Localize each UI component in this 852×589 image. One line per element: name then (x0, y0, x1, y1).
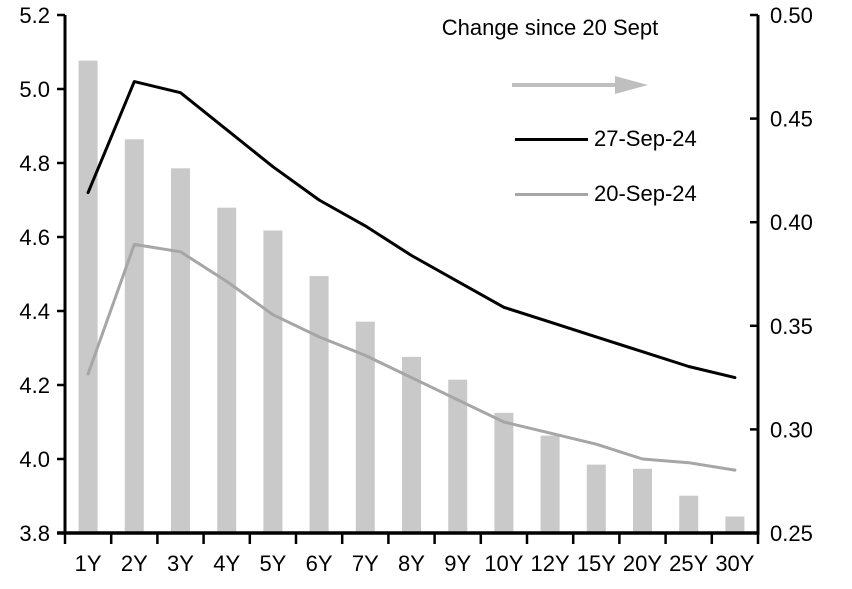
x-axis-label-5Y: 5Y (259, 551, 286, 576)
right-axis-label: 0.45 (770, 107, 813, 132)
bar-15Y (586, 464, 606, 533)
x-axis-label-25Y: 25Y (669, 551, 708, 576)
bar-2Y (124, 139, 144, 533)
series-line-27-Sep-24 (86, 80, 737, 380)
left-axis-label: 4.2 (19, 373, 50, 398)
bar-5Y (263, 230, 283, 533)
series-line-20-Sep-24 (86, 242, 737, 472)
left-axis-label: 3.8 (19, 521, 50, 546)
bar-7Y (355, 321, 375, 533)
right-axis-label: 0.30 (770, 417, 813, 442)
x-axis-label-9Y: 9Y (444, 551, 471, 576)
legend-label-27sep: 27-Sep-24 (594, 126, 697, 151)
x-axis-label-8Y: 8Y (398, 551, 425, 576)
bar-6Y (309, 276, 329, 533)
x-axis-label-4Y: 4Y (213, 551, 240, 576)
bar-25Y (679, 495, 699, 533)
x-axis-label-1Y: 1Y (75, 551, 102, 576)
x-axis-label-30Y: 30Y (715, 551, 754, 576)
left-axis-label: 4.0 (19, 447, 50, 472)
x-axis-label-10Y: 10Y (484, 551, 523, 576)
change-arrow-icon (512, 76, 648, 94)
bar-20Y (633, 468, 652, 533)
left-axis-label: 4.4 (19, 299, 50, 324)
x-axis-label-20Y: 20Y (623, 551, 662, 576)
right-axis-label: 0.35 (770, 314, 813, 339)
x-axis-label-3Y: 3Y (167, 551, 194, 576)
left-axis-label: 5.2 (19, 3, 50, 28)
right-axis-label: 0.40 (770, 210, 813, 235)
legend-entry-27sep: 27-Sep-24 (515, 126, 697, 151)
bar-3Y (171, 168, 190, 533)
legend-entry-20sep: 20-Sep-24 (515, 181, 697, 206)
legend-line-swatch-27sep (515, 137, 588, 141)
left-axis-label: 4.6 (19, 225, 50, 250)
x-axis-label-12Y: 12Y (531, 551, 570, 576)
left-axis-label: 4.8 (19, 151, 50, 176)
arrow-head (615, 76, 648, 94)
legend-line-swatch-20sep (515, 192, 588, 196)
right-axis-label: 0.25 (770, 521, 813, 546)
bar-30Y (725, 516, 745, 533)
x-axis-label-2Y: 2Y (121, 551, 148, 576)
bar-1Y (78, 60, 98, 534)
x-axis-label-15Y: 15Y (577, 551, 616, 576)
x-axis-label-7Y: 7Y (352, 551, 379, 576)
left-axis-label: 5.0 (19, 77, 50, 102)
bar-4Y (217, 207, 237, 534)
x-axis-label-6Y: 6Y (306, 551, 333, 576)
bar-9Y (448, 379, 468, 533)
right-axis-label: 0.50 (770, 3, 813, 28)
arrow-shaft (512, 83, 616, 87)
bar-8Y (402, 356, 421, 533)
bar-12Y (540, 435, 560, 533)
legend-label-20sep: 20-Sep-24 (594, 181, 697, 206)
bar-10Y (494, 412, 514, 533)
legend-title: Change since 20 Sept (441, 15, 659, 40)
